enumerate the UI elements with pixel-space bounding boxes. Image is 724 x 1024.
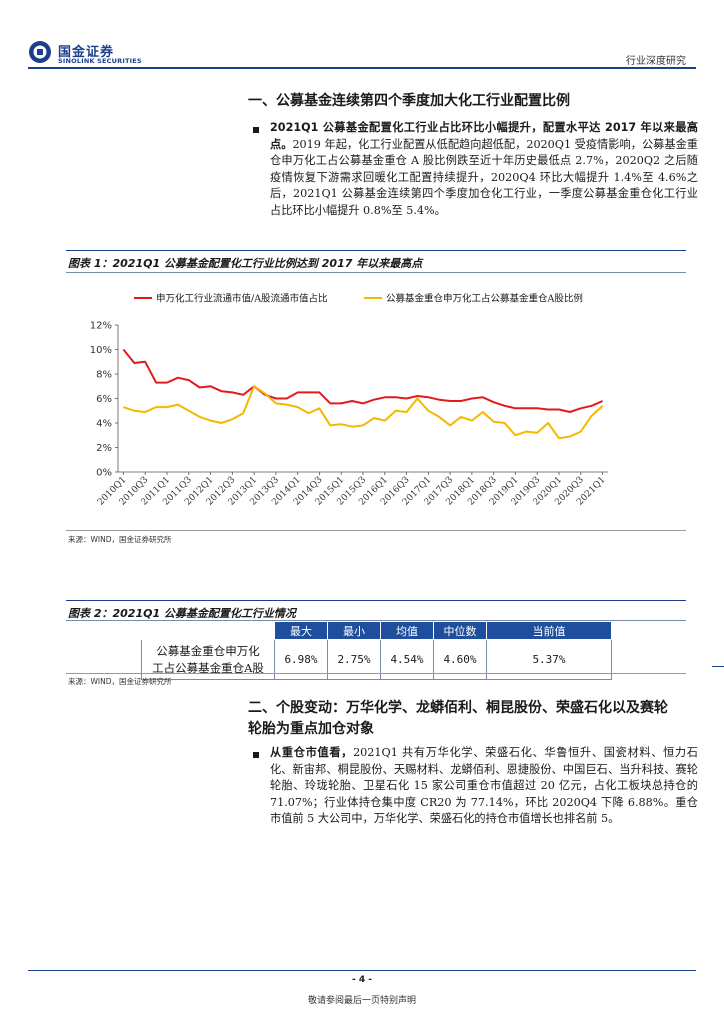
figure-2-bottom-rule bbox=[66, 673, 686, 674]
figure-1-title: 图表 1：2021Q1 公募基金配置化工行业比例达到 2017 年以来最高点 bbox=[68, 257, 423, 270]
table-header-mean: 均值 bbox=[380, 621, 434, 640]
section-1-bold-lead: 2021Q1 公募基金配置化工行业占比环比小幅提升，配置水平达 2017 年以来… bbox=[270, 121, 698, 151]
line-chart: 0%2%4%6%8%10%12%2010Q12010Q32011Q12011Q3… bbox=[90, 293, 608, 508]
footer-disclaimer: 敬请参阅最后一页特别声明 bbox=[307, 996, 416, 1006]
bullet-marker bbox=[253, 752, 259, 758]
table-header-current: 当前值 bbox=[486, 621, 612, 640]
section-2-bold-lead: 从重仓市值看， bbox=[270, 746, 354, 759]
series-line-1 bbox=[122, 348, 604, 413]
y-tick-label: 4% bbox=[96, 419, 112, 430]
figure-2-top-rule bbox=[66, 600, 686, 601]
table-header-row: 最大 最小 均值 中位数 当前值 bbox=[141, 621, 612, 640]
table-header-median: 中位数 bbox=[433, 621, 487, 640]
table-header-min: 最小 bbox=[327, 621, 381, 640]
table-header-max: 最大 bbox=[274, 621, 328, 640]
legend-label-1: 申万化工行业流通市值/A股流通市值占比 bbox=[156, 293, 328, 305]
section-2-paragraph: 从重仓市值看，2021Q1 共有万华化学、荣盛石化、华鲁恒升、国瓷材料、恒力石化… bbox=[270, 745, 698, 828]
logo-english-name: SINOLINK SECURITIES bbox=[58, 57, 142, 65]
page-number: - 4 - bbox=[352, 975, 372, 985]
section-1-title: 一、公募基金连续第四个季度加大化工行业配置比例 bbox=[248, 93, 570, 109]
report-type-label: 行业深度研究 bbox=[626, 56, 686, 67]
figure-2-title: 图表 2：2021Q1 公募基金配置化工行业情况 bbox=[68, 607, 296, 620]
figure-2-title-rule bbox=[66, 620, 686, 621]
section-2-title-line-2: 轮胎为重点加仓对象 bbox=[248, 721, 374, 737]
figure-2-source: 来源：WIND，国金证券研究所 bbox=[68, 677, 172, 686]
y-tick-label: 10% bbox=[90, 345, 112, 356]
table-row-label-line-1: 公募基金重仓申万化 bbox=[156, 643, 260, 658]
section-2-body: 2021Q1 共有万华化学、荣盛石化、华鲁恒升、国瓷材料、恒力石化、新宙邦、桐昆… bbox=[270, 746, 698, 825]
series-line-2 bbox=[123, 385, 604, 440]
table-header-blank bbox=[141, 621, 275, 640]
figure-1-source: 来源：WIND，国金证券研究所 bbox=[68, 535, 172, 544]
sinolink-logo-icon bbox=[29, 41, 51, 63]
legend-label-2: 公募基金重仓申万化工占公募基金重仓A股比例 bbox=[386, 293, 583, 305]
section-1-paragraph: 2021Q1 公募基金配置化工行业占比环比小幅提升，配置水平达 2017 年以来… bbox=[270, 120, 698, 219]
figure-1-top-rule bbox=[66, 250, 686, 251]
section-1-body: 2019 年起，化工行业配置从低配趋向超低配，2020Q1 受疫情影响，公募基金… bbox=[270, 137, 698, 217]
y-tick-label: 8% bbox=[96, 370, 112, 381]
page-header: 国金证券 SINOLINK SECURITIES 行业深度研究 bbox=[0, 0, 724, 72]
company-logo: 国金证券 SINOLINK SECURITIES bbox=[28, 38, 158, 68]
footer-divider bbox=[28, 970, 696, 971]
logo-chinese-name: 国金证券 bbox=[58, 45, 115, 60]
y-tick-label: 6% bbox=[96, 394, 112, 405]
y-tick-label: 0% bbox=[96, 468, 112, 479]
section-2-title-line-1: 二、个股变动：万华化学、龙蟒佰利、桐昆股份、荣盛石化以及赛轮 bbox=[248, 700, 668, 716]
figure-1-bottom-rule bbox=[66, 530, 686, 531]
y-tick-label: 2% bbox=[96, 443, 112, 454]
edge-mark bbox=[712, 666, 724, 667]
allocation-stats-table: 最大 最小 均值 中位数 当前值 公募基金重仓申万化 工占公募基金重仓A股 6.… bbox=[141, 621, 612, 680]
figure-1-title-rule bbox=[66, 272, 686, 273]
y-tick-label: 12% bbox=[90, 321, 112, 332]
table-row-label-line-2: 工占公募基金重仓A股 bbox=[152, 660, 264, 675]
bullet-marker bbox=[253, 127, 259, 133]
header-divider bbox=[28, 67, 696, 69]
